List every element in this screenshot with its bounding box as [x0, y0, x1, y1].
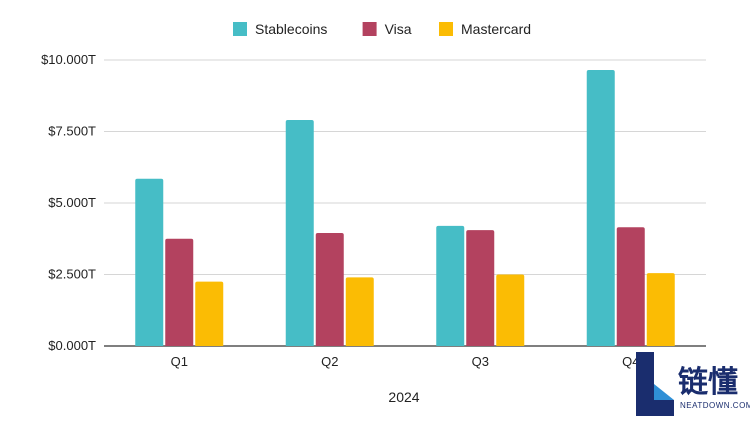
- bar-stablecoins-q2: [285, 120, 314, 346]
- watermark-text-cn: 链懂: [678, 365, 738, 400]
- bar-stablecoins-q3: [436, 225, 465, 346]
- bar-mastercard-q4: [646, 273, 675, 346]
- watermark-l-mark-icon: [636, 352, 674, 416]
- legend-label-visa: Visa: [385, 21, 412, 37]
- x-tick-label: Q3: [472, 354, 489, 369]
- legend: Stablecoins Visa Mastercard: [233, 21, 531, 37]
- x-axis-title: 2024: [388, 389, 419, 405]
- legend-swatch-stablecoins: [233, 22, 247, 36]
- y-tick-label: $7.500T: [48, 124, 96, 139]
- watermark-text-en: NEATDOWN.COM: [680, 401, 750, 410]
- legend-label-mastercard: Mastercard: [461, 21, 531, 37]
- bar-mastercard-q3: [496, 274, 525, 346]
- watermark-accent-icon: [654, 384, 674, 400]
- bar-mastercard-q1: [195, 281, 224, 346]
- bar-stablecoins-q1: [135, 178, 164, 346]
- y-tick-label: $2.500T: [48, 267, 96, 282]
- bars: [135, 70, 675, 346]
- watermark-logo: 链懂 NEATDOWN.COM: [636, 352, 750, 416]
- bar-mastercard-q2: [345, 277, 374, 346]
- x-tick-label: Q4: [622, 354, 639, 369]
- bar-visa-q2: [315, 233, 344, 346]
- x-tick-label: Q2: [321, 354, 338, 369]
- y-tick-label: $0.000T: [48, 338, 96, 353]
- x-tick-label: Q1: [171, 354, 188, 369]
- y-tick-label: $10.000T: [41, 52, 96, 67]
- gridlines: [104, 59, 706, 347]
- x-axis-ticks: Q1 Q2 Q3 Q4: [171, 354, 640, 369]
- legend-label-stablecoins: Stablecoins: [255, 21, 327, 37]
- bar-visa-q1: [165, 238, 194, 346]
- bar-visa-q3: [466, 230, 495, 346]
- legend-swatch-visa: [362, 22, 377, 36]
- bar-visa-q4: [616, 227, 645, 346]
- legend-swatch-mastercard: [439, 22, 453, 36]
- y-axis-ticks: $0.000T $2.500T $5.000T $7.500T $10.000T: [41, 52, 96, 353]
- y-tick-label: $5.000T: [48, 195, 96, 210]
- bar-stablecoins-q4: [586, 70, 615, 346]
